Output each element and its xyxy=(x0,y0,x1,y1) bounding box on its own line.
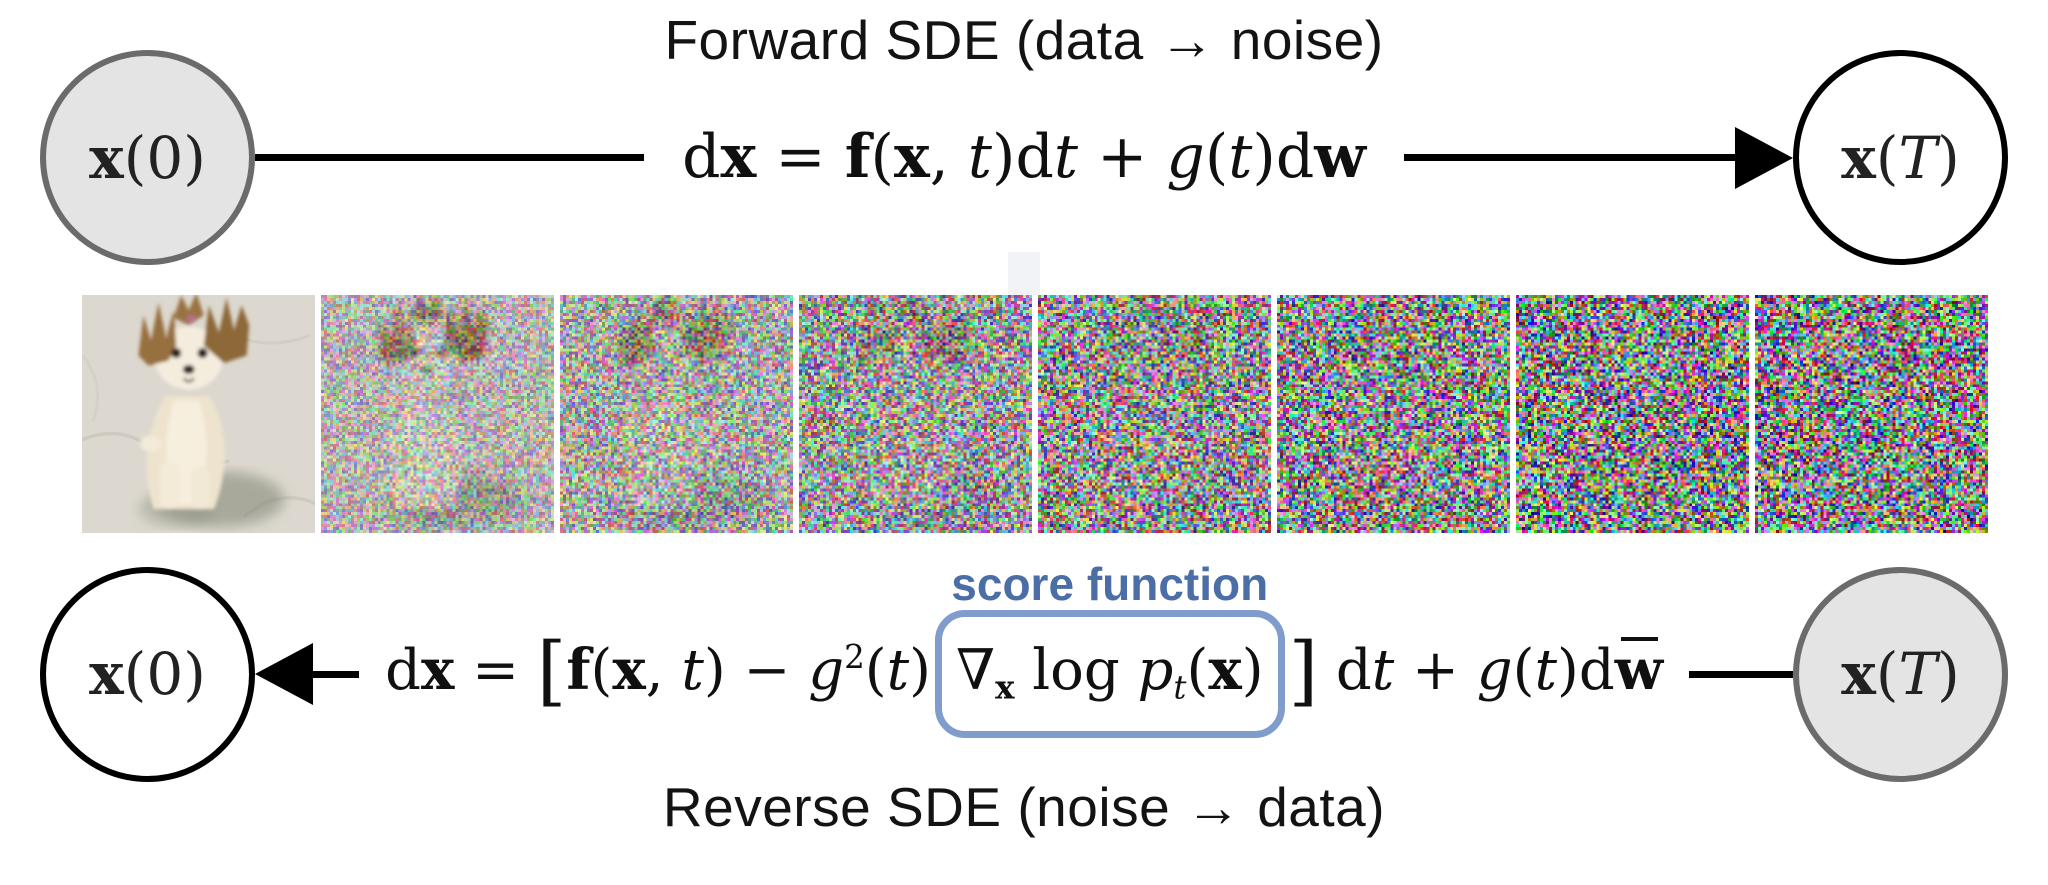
diffusion-strip xyxy=(82,295,1988,533)
forward-equation-tokens: dx = f(x, t)dt + g(t)dw xyxy=(682,122,1366,192)
noise-overlay-canvas xyxy=(799,295,1032,533)
arrowhead-left-icon xyxy=(255,643,313,705)
noise-overlay-canvas xyxy=(560,295,793,533)
node-xT-forward: x(T) xyxy=(1793,50,2008,265)
diffusion-frame-4 xyxy=(799,295,1032,533)
diffusion-frame-8 xyxy=(1755,295,1988,533)
reverse-connector-right xyxy=(1689,671,1793,678)
forward-connector-left xyxy=(255,154,644,161)
score-function-box: score function ∇x log pt(x) xyxy=(935,610,1285,737)
reverse-equation-after: ] dt + g(t)dw xyxy=(1289,638,1663,703)
noise-overlay-canvas xyxy=(1755,295,1988,533)
background-artifact xyxy=(1008,252,1040,295)
forward-line-left xyxy=(255,154,644,161)
noise-overlay-canvas xyxy=(321,295,554,533)
node-x0-label: x(0) xyxy=(89,124,206,192)
noise-overlay-canvas xyxy=(1038,295,1271,533)
diffusion-frame-6 xyxy=(1277,295,1510,533)
noise-overlay-canvas xyxy=(1516,295,1749,533)
diffusion-frame-1 xyxy=(82,295,315,533)
forward-flow-row: x(0) dx = f(x, t)dt + g(t)dw x(T) xyxy=(40,50,2008,265)
score-term-tokens: ∇x log pt(x) xyxy=(956,638,1264,703)
reverse-connector-left xyxy=(255,643,359,705)
forward-line-right xyxy=(1404,154,1737,161)
diffusion-frame-2 xyxy=(321,295,554,533)
node-xT-reverse: x(T) xyxy=(1793,567,2008,782)
diffusion-frame-5 xyxy=(1038,295,1271,533)
reverse-flow-row: x(0) dx = [f(x, t) − g2(t) score function… xyxy=(40,563,2008,785)
diffusion-frame-3 xyxy=(560,295,793,533)
forward-equation: dx = f(x, t)dt + g(t)dw xyxy=(682,120,1366,195)
dog-illustration xyxy=(82,295,315,533)
forward-connector-right xyxy=(1404,127,1793,189)
diffusion-frame-7 xyxy=(1516,295,1749,533)
score-function-label: score function xyxy=(951,556,1268,614)
reverse-equation: dx = [f(x, t) − g2(t) score function ∇x lo… xyxy=(385,610,1663,737)
node-x0-reverse: x(0) xyxy=(40,567,255,782)
node-xT-label: x(T) xyxy=(1841,124,1960,192)
node-xT-label: x(T) xyxy=(1841,640,1960,708)
reverse-equation-before: dx = [f(x, t) − g2(t) xyxy=(385,638,931,703)
sde-diagram-figure: Forward SDE (data → noise) x(0) dx = f(x… xyxy=(0,0,2048,885)
arrowhead-right-icon xyxy=(1735,127,1793,189)
reverse-line-right xyxy=(1689,671,1793,678)
node-x0-label: x(0) xyxy=(89,640,206,708)
node-x0-forward: x(0) xyxy=(40,50,255,265)
reverse-sde-title: Reverse SDE (noise → data) xyxy=(0,775,2048,839)
reverse-line-left xyxy=(311,671,359,678)
noise-overlay-canvas xyxy=(1277,295,1510,533)
